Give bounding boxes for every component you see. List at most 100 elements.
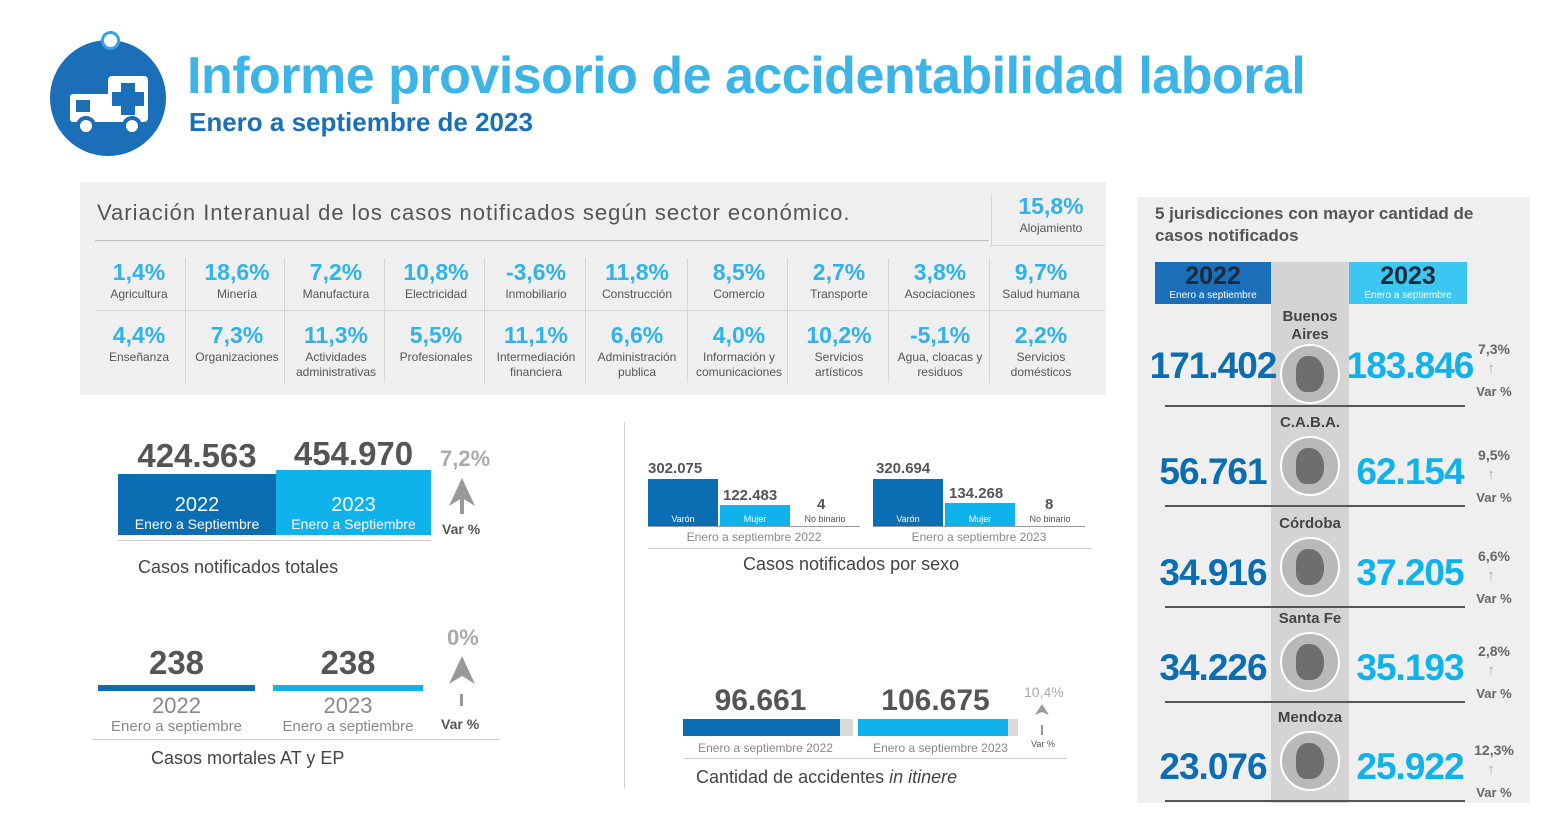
sector-item: 1,4% Agricultura (90, 259, 188, 302)
jurisdiccion-var-value: 7,3% (1478, 341, 1510, 357)
mortales-2023-year: 2023 (323, 693, 373, 718)
itinere-2022-value: 96.661 (714, 684, 807, 717)
sector-item: -3,6% Inmobiliario (487, 259, 585, 302)
sector-value: -3,6% (505, 259, 567, 285)
sector-item: 6,6% Administración publica (588, 322, 686, 380)
sexo-2022-mujer-value: 122.483 (723, 487, 778, 504)
sexo-label-varon: Varón (896, 514, 920, 524)
itinere-2022-bar (683, 719, 840, 736)
divider (683, 758, 1067, 759)
itinere-2023-bar (858, 719, 1008, 736)
sector-label: Información y comunicaciones (695, 350, 783, 379)
sector-item: 11,8% Construcción (588, 259, 686, 302)
sexo-label-nb: No binario (804, 514, 846, 524)
jurisdiccion-var-label: Var % (1476, 785, 1512, 800)
sector-item: 11,1% Intermediación financiera (487, 322, 585, 380)
axis-line (648, 526, 860, 527)
up-arrow-icon: ↑ (1487, 567, 1495, 584)
divider (888, 258, 889, 383)
divider (1165, 606, 1465, 608)
sector-value: 18,6% (204, 259, 270, 285)
sector-label: Servicios domésticos (1010, 350, 1072, 379)
divider (384, 258, 385, 383)
sector-item: 3,8% Asociaciones (891, 259, 989, 302)
mortales-2023-value: 238 (320, 644, 376, 681)
jurisdiccion-name: C.A.B.A. (1280, 414, 1340, 431)
jurisdiccion-name: Buenos Aires (1282, 308, 1338, 343)
sector-label: Salud humana (1002, 287, 1080, 301)
jur-2023-header: 2023 Enero a septiembre (1349, 262, 1467, 304)
divider (989, 258, 990, 383)
sector-value: 3,8% (913, 259, 967, 285)
sector-label: Organizaciones (195, 350, 279, 364)
province-map-icon (1280, 436, 1340, 496)
sexo-label-varon: Varón (671, 514, 695, 524)
province-map-icon (1280, 632, 1340, 692)
totales-2023-bar: 2023 Enero a Septiembre (276, 470, 431, 535)
period-label: Enero a Septiembre (291, 516, 416, 532)
province-map-icon (1280, 344, 1340, 404)
divider (687, 258, 688, 383)
sector-item: 11,3% Actividades administrativas (287, 322, 385, 380)
year-label: 2023 (331, 494, 376, 516)
sector-item: 2,2% Servicios domésticos (992, 322, 1090, 380)
sexo-2023-mujer-value: 134.268 (949, 485, 1004, 502)
sector-item: 2,7% Transporte (790, 259, 888, 302)
jurisdiccion-var-value: 6,6% (1478, 548, 1510, 564)
jurisdiccion-2022-value: 34.226 (1159, 647, 1267, 688)
jurisdiccion-2023-value: 35.193 (1356, 647, 1464, 688)
sector-value: 5,5% (409, 322, 463, 348)
mortales-2023-bar (273, 685, 423, 691)
sexo-label-nb: No binario (1029, 514, 1071, 524)
sector-label: Profesionales (399, 350, 473, 364)
divider (484, 258, 485, 383)
mortales-var-value: 0% (447, 625, 479, 650)
sector-value: 11,3% (304, 322, 368, 348)
sexo-2022-nb-value: 4 (817, 496, 826, 513)
sector-item: 7,2% Manufactura (287, 259, 385, 302)
mortales-var-label: Var % (441, 716, 480, 732)
sexo-2023-varon-value: 320.694 (876, 460, 931, 477)
sector-item: 4,0% Información y comunicaciones (690, 322, 788, 380)
sector-label: Construcción (601, 287, 673, 301)
sector-item: 15,8% Alojamiento (1002, 193, 1100, 236)
page-title: Informe provisorio de accidentabilidad l… (187, 47, 1306, 105)
itinere-caption-main: Cantidad de accidentes (696, 767, 890, 787)
sexo-2023-nb-value: 8 (1045, 496, 1054, 513)
sexo-label-mujer: Mujer (968, 514, 992, 524)
sector-label: Comercio (713, 287, 765, 301)
up-arrow-icon (1035, 704, 1049, 735)
sector-item: 8,5% Comercio (690, 259, 788, 302)
divider (787, 258, 788, 383)
totales-2023-value: 454.970 (293, 435, 414, 472)
sector-heading: Variación Interanual de los casos notifi… (97, 200, 851, 225)
itinere-caption: Cantidad de accidentes in itinere (696, 767, 957, 788)
sector-item: 7,3% Organizaciones (188, 322, 286, 365)
sector-label: Alojamiento (1019, 221, 1083, 235)
sexo-2023-mujer-bar (945, 503, 1015, 526)
jurisdiccion-var-label: Var % (1476, 686, 1512, 701)
period-label: Enero a septiembre (1364, 290, 1452, 301)
sector-label: Actividades administrativas (295, 350, 377, 379)
sector-label: Asociaciones (904, 287, 976, 301)
jurisdiccion-name: Córdoba (1279, 515, 1341, 532)
sector-value: 11,8% (605, 259, 669, 285)
sector-label: Administración publica (597, 350, 677, 379)
sexo-caption: Casos notificados por sexo (743, 554, 960, 574)
mortales-2023-period: Enero a septiembre (282, 718, 414, 735)
jurisdiccion-var-label: Var % (1476, 384, 1512, 399)
sector-label: Enseñanza (108, 350, 170, 364)
sector-item: 18,6% Minería (188, 259, 286, 302)
jurisdiccion-var-label: Var % (1476, 490, 1512, 505)
jurisdiccion-2023-value: 37.205 (1356, 552, 1464, 593)
sector-value: 15,8% (1018, 193, 1084, 219)
itinere-2023-period: Enero a septiembre 2023 (873, 741, 1008, 755)
sector-value: 2,2% (1014, 322, 1068, 348)
sexo-2023-period: Enero a septiembre 2023 (911, 530, 1047, 544)
up-arrow-icon: ↑ (1487, 761, 1495, 778)
sector-label: Minería (216, 287, 257, 301)
itinere-var-label: Var % (1031, 739, 1055, 749)
sector-value: 10,2% (806, 322, 872, 348)
jurisdiccion-2023-value: 25.922 (1356, 746, 1464, 787)
itinere-2023-value: 106.675 (881, 684, 990, 717)
